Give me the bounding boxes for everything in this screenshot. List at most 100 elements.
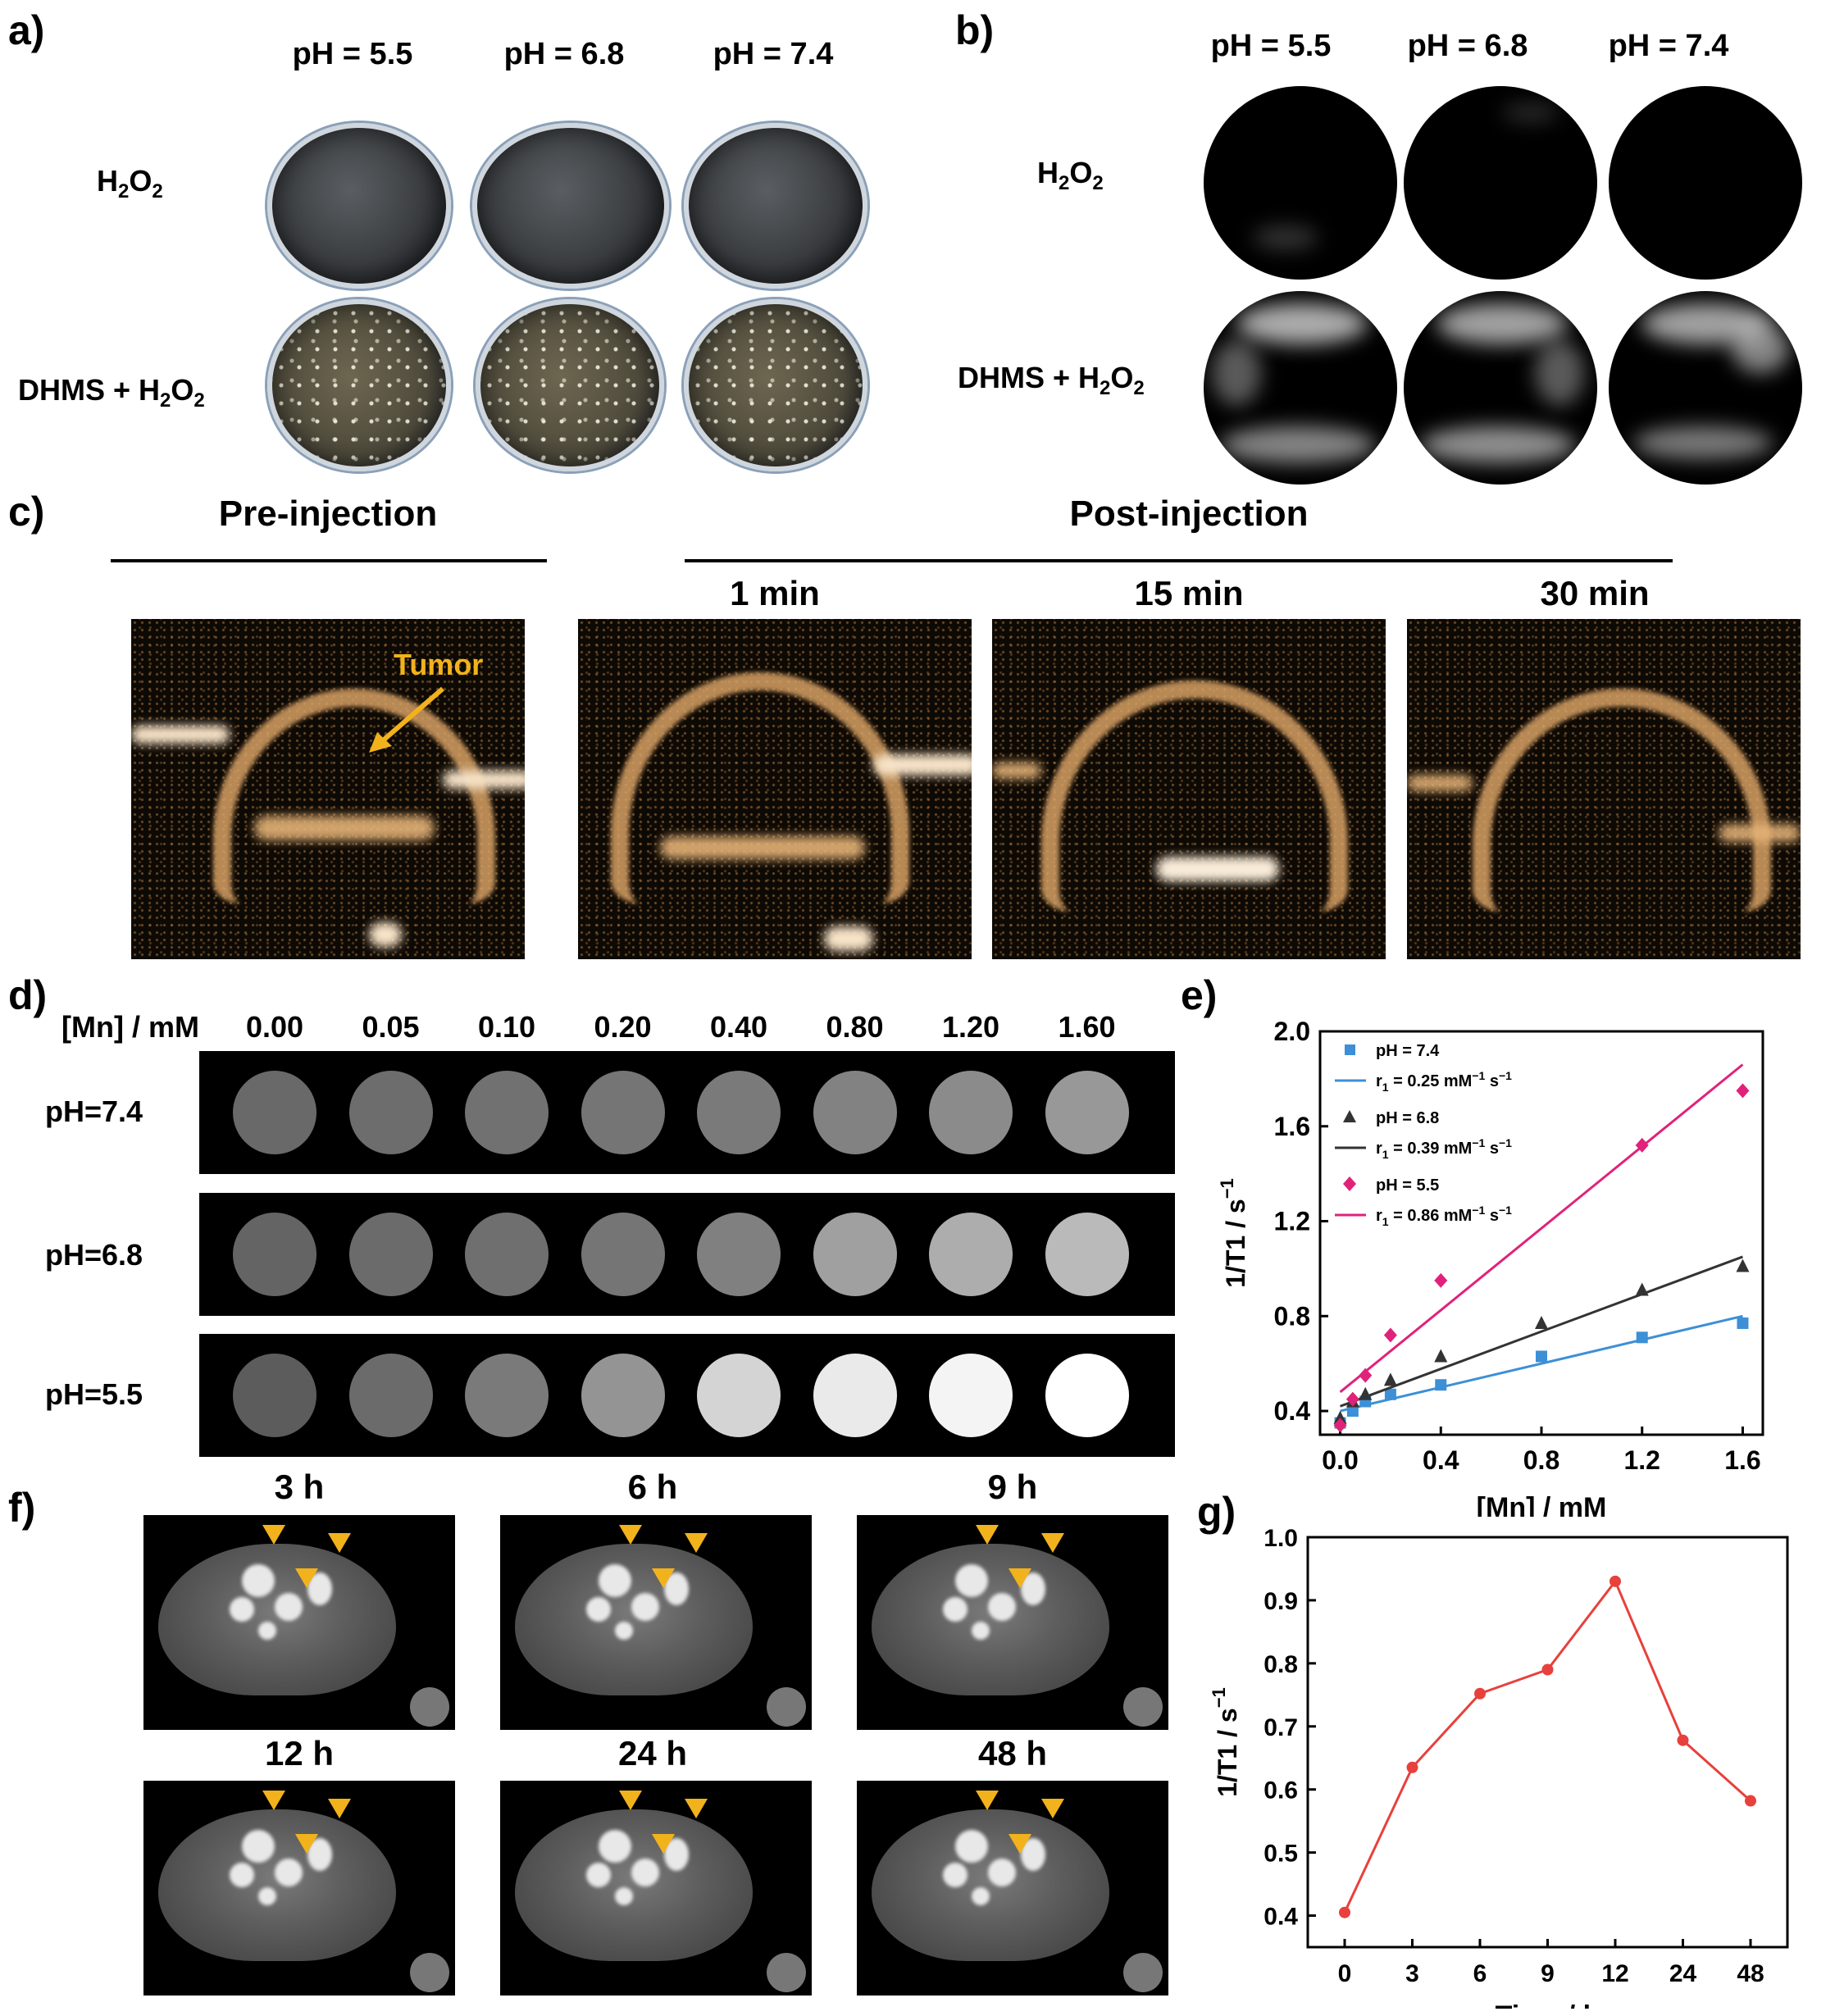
panel-label-b: b) [955, 7, 995, 53]
time-3h: 3 h [274, 1468, 325, 1506]
tumor-marker-icon [976, 1525, 999, 1545]
legend-marker-2 [1343, 1176, 1356, 1191]
chart-e: 0.0 0.4 0.8 1.2 1.6 0.4 0.8 1.2 1.6 2.0 [Mn] / mM 1… [1217, 1017, 1764, 1517]
legend-name-1: pH = 6.8 [1376, 1109, 1439, 1127]
panel-a-col-ph55: pH = 5.5 [292, 37, 413, 71]
data-point-1-5 [1535, 1315, 1548, 1329]
time-30min: 30 min [1540, 574, 1650, 612]
y-axis-label-g: 1/T1 / s−1 [1209, 1687, 1242, 1797]
panel-b-row-h2o2: H2O2 [1037, 156, 1104, 195]
phantom-spot-0-1 [348, 1071, 433, 1154]
dish-dhms-ph55 [267, 299, 451, 471]
legend-fit-2: r1 = 0.86 mM−1 s−1 [1376, 1204, 1512, 1228]
time-6h: 6 h [627, 1468, 678, 1506]
data-point-2-2 [1359, 1368, 1373, 1383]
pre-injection-title: Pre-injection [218, 494, 438, 534]
y-tick-label: 2.0 [1274, 1017, 1310, 1046]
mri-tile-2 [857, 1515, 1168, 1730]
us-dhms-ph74 [1609, 291, 1802, 485]
svg-text:1/T1 / s−1: 1/T1 / s−1 [1217, 1178, 1250, 1288]
phantom-spot-0-4 [697, 1071, 781, 1154]
phantom-spot-0-0 [233, 1071, 316, 1154]
us-dhms-ph68 [1404, 291, 1597, 485]
tumor-marker-icon [295, 1568, 318, 1588]
tumor-marker-icon [976, 1791, 999, 1810]
phantom-spot-1-0 [233, 1213, 316, 1296]
mn-conc-7: 1.60 [1058, 1010, 1116, 1044]
y-tick-label: 1.6 [1274, 1112, 1310, 1141]
mri-tile-4 [500, 1781, 812, 1996]
data-point-0-3 [1384, 1388, 1396, 1400]
post-injection-title: Post-injection [1069, 494, 1309, 534]
tumor-marker-icon [652, 1834, 675, 1854]
time-9h: 9 h [987, 1468, 1038, 1506]
series-line-g [1343, 1578, 1752, 1914]
mn-conc-6: 1.20 [941, 1010, 1000, 1044]
us-tumor-pre: Tumor [131, 619, 525, 959]
panel-label-f: f) [8, 1485, 36, 1531]
dish-h2o2-ph68 [472, 123, 669, 289]
data-point-1-2 [1359, 1386, 1373, 1400]
y-tick-label-g: 0.7 [1263, 1714, 1298, 1741]
x-tick-label: 1.6 [1724, 1445, 1760, 1475]
plot-frame-g [1306, 1536, 1789, 1949]
phantom-spot-1-7 [1045, 1213, 1129, 1296]
phantom-spot-1-1 [348, 1213, 433, 1296]
x-tick-label-g: 0 [1338, 1960, 1352, 1987]
mn-conc-1: 0.05 [362, 1010, 420, 1044]
phantom-spot-2-7 [1045, 1354, 1129, 1437]
tumor-marker-icon [328, 1533, 351, 1553]
tumor-marker-icon [1009, 1834, 1031, 1854]
fit-line-2 [1339, 1063, 1744, 1394]
data-point-1-3 [1383, 1372, 1397, 1386]
x-tick-label: 1.2 [1623, 1445, 1660, 1475]
legend-fit-0: r1 = 0.25 mM−1 s−1 [1376, 1069, 1512, 1094]
panel-b-col-ph55: pH = 5.5 [1210, 29, 1332, 63]
data-point-2-6 [1635, 1137, 1649, 1153]
us-tumor-1min [578, 619, 972, 959]
phantom-spot-2-4 [697, 1354, 781, 1437]
tumor-marker-icon [262, 1525, 285, 1545]
data-point-2-4 [1434, 1272, 1448, 1288]
x-axis-label-g: Time / h [1496, 2000, 1600, 2009]
tumor-label: Tumor [394, 648, 484, 681]
data-point-0-5 [1536, 1350, 1547, 1363]
data-point-2-0 [1333, 1418, 1347, 1433]
data-point-2-3 [1383, 1327, 1397, 1343]
row-label-ph68: pH=6.8 [45, 1238, 143, 1272]
tumor-marker-icon [652, 1568, 675, 1588]
data-point-1-0 [1333, 1410, 1347, 1424]
y-tick-label-g: 0.8 [1263, 1651, 1298, 1678]
phantom-spot-0-6 [929, 1071, 1013, 1154]
x-tick-label-g: 9 [1541, 1960, 1555, 1987]
tumor-marker-icon [1041, 1799, 1064, 1818]
mn-conc-3: 0.20 [594, 1010, 652, 1044]
data-point-1-7 [1736, 1258, 1750, 1272]
y-axis-label: 1/T1 / s−1 [1217, 1178, 1250, 1288]
legend-marker-1 [1343, 1110, 1356, 1122]
us-tumor-15min [992, 619, 1386, 959]
mri-strip-ph68 [199, 1193, 1175, 1316]
y-tick-label: 0.8 [1274, 1301, 1310, 1331]
panel-label-g: g) [1197, 1489, 1236, 1535]
tumor-marker-icon [262, 1791, 285, 1810]
panel-a-col-ph74: pH = 7.4 [713, 37, 834, 71]
mn-header-label: [Mn] / mM [61, 1010, 199, 1044]
us-dhms-ph55 [1204, 291, 1397, 485]
phantom-spot-0-5 [813, 1071, 897, 1154]
tumor-marker-icon [619, 1525, 642, 1545]
data-point-1-6 [1635, 1282, 1649, 1296]
phantom-spot-1-3 [581, 1213, 665, 1296]
mri-strip-ph55 [199, 1334, 1175, 1457]
panel-b-row-dhms-h2o2: DHMS + H2O2 [958, 361, 1145, 400]
mn-conc-5: 0.80 [826, 1010, 884, 1044]
phantom-spot-1-4 [697, 1213, 781, 1296]
data-point-0-1 [1346, 1405, 1359, 1418]
phantom-spot-1-5 [813, 1213, 897, 1296]
phantom-spot-2-1 [348, 1354, 433, 1437]
dish-h2o2-ph55 [267, 123, 451, 289]
panel-b-col-ph68: pH = 6.8 [1407, 29, 1528, 63]
legend-marker-0 [1345, 1044, 1355, 1055]
y-tick-label-g: 0.4 [1263, 1904, 1298, 1931]
phantom-spot-2-5 [813, 1354, 897, 1437]
